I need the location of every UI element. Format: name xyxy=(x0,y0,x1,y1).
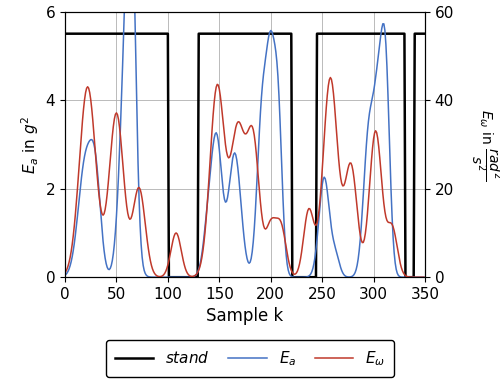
$E_a$ xyxy=(417,275,423,280)
Y-axis label: $E_\omega$ in $\dfrac{rad^2}{s^2}$: $E_\omega$ in $\dfrac{rad^2}{s^2}$ xyxy=(468,109,500,180)
$E_a$ xyxy=(62,273,68,278)
$E_a$ xyxy=(421,275,427,280)
$\mathit{stand}$ xyxy=(421,32,427,36)
Legend: $\mathit{stand}$, $E_a$, $E_\omega$: $\mathit{stand}$, $E_a$, $E_\omega$ xyxy=(106,340,394,377)
$\mathit{stand}$ xyxy=(275,32,281,36)
$\mathit{stand}$ xyxy=(62,32,68,36)
$E_\omega$ xyxy=(421,275,427,280)
$\mathit{stand}$ xyxy=(417,32,423,36)
$E_a$ xyxy=(406,275,412,280)
$E_\omega$ xyxy=(158,274,164,279)
$\mathit{stand}$ xyxy=(406,275,412,280)
Line: $\mathit{stand}$: $\mathit{stand}$ xyxy=(65,34,424,277)
$E_\omega$ xyxy=(406,275,412,280)
$E_\omega$ xyxy=(62,271,68,275)
$E_a$ xyxy=(275,74,281,79)
$\mathit{stand}$ xyxy=(166,275,172,280)
$E_a$ xyxy=(254,171,260,175)
$E_\omega$ xyxy=(274,216,280,220)
$E_\omega$ xyxy=(417,275,423,280)
$\mathit{stand}$ xyxy=(228,32,234,36)
Line: $E_a$: $E_a$ xyxy=(65,0,424,277)
Line: $E_\omega$: $E_\omega$ xyxy=(65,77,424,277)
X-axis label: Sample k: Sample k xyxy=(206,308,284,325)
$E_\omega$ xyxy=(328,75,334,80)
Y-axis label: $E_a$ in $g^2$: $E_a$ in $g^2$ xyxy=(20,115,42,174)
$\mathit{stand}$ xyxy=(254,32,260,36)
$E_a$ xyxy=(158,275,164,280)
$E_a$ xyxy=(228,163,234,167)
$E_\omega$ xyxy=(228,152,234,157)
$\mathit{stand}$ xyxy=(158,32,164,36)
$E_\omega$ xyxy=(254,151,260,156)
